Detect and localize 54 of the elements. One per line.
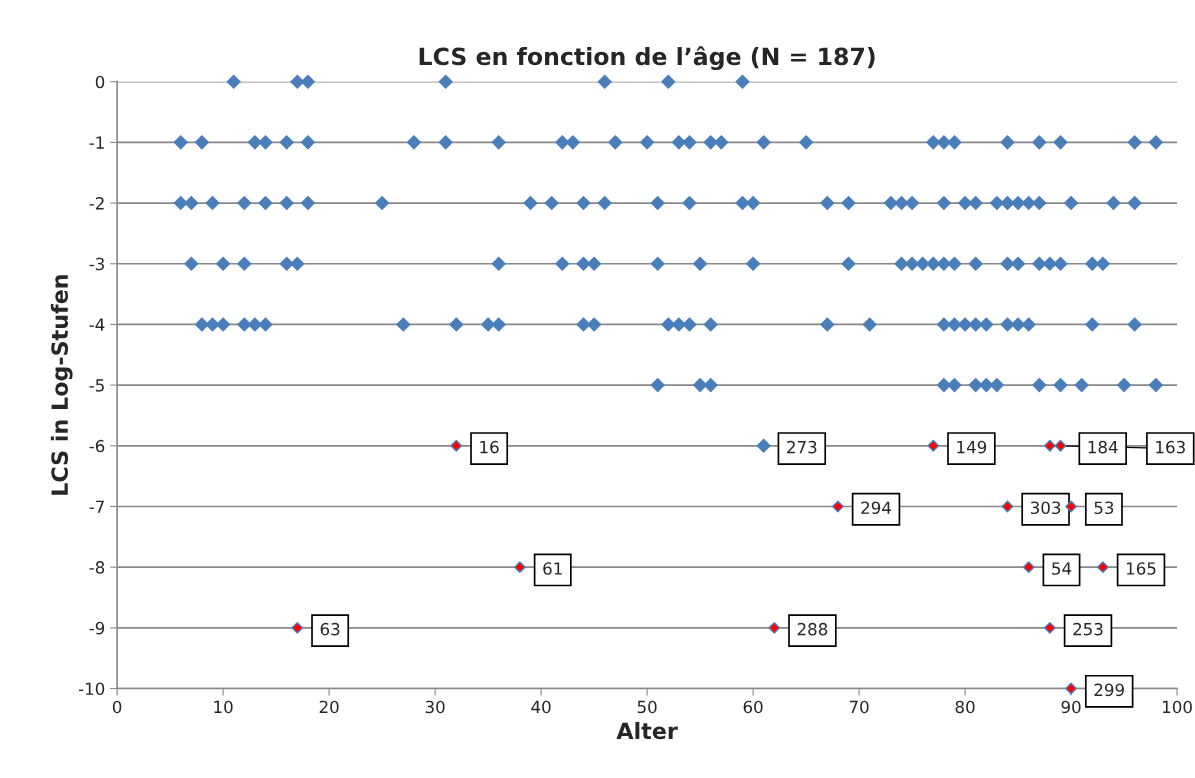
point [1065, 500, 1077, 513]
point [1022, 561, 1035, 574]
point [1043, 621, 1056, 634]
x-tick-label: 90 [1061, 700, 1081, 714]
y-tick-label: 0 [95, 75, 105, 89]
annotation: 53 [1094, 501, 1114, 515]
annotation: 16 [480, 440, 499, 454]
point [514, 561, 526, 574]
y-tick-label: -4 [89, 318, 105, 331]
annotation: 61 [543, 562, 562, 575]
y-tick-label: -10 [78, 682, 105, 696]
x-tick-label: 0 [112, 700, 122, 714]
point [1054, 439, 1067, 452]
annotation: 163 [1156, 440, 1185, 454]
annotation: 165 [1126, 562, 1156, 575]
point [768, 621, 781, 634]
y-tick-label: -8 [89, 561, 105, 574]
annotation: 294 [861, 501, 891, 515]
y-tick-label: -7 [89, 500, 104, 513]
point [291, 621, 304, 634]
annotation: 149 [957, 440, 987, 454]
x-tick-label: 50 [637, 700, 657, 714]
annotation: 299 [1094, 683, 1124, 697]
x-tick-label: 30 [425, 700, 445, 714]
point [1096, 561, 1109, 574]
y-tick-label: -3 [89, 257, 104, 271]
x-tick-label: 40 [531, 700, 551, 714]
y-axis-title: LCS in Log-Stufen [50, 275, 73, 495]
y-tick-label: -1 [89, 136, 104, 149]
point [927, 439, 940, 452]
x-tick-label: 100 [1163, 700, 1192, 714]
annotation: 273 [787, 440, 817, 454]
annotation: 184 [1088, 440, 1118, 454]
point [1001, 500, 1014, 513]
annotation: 63 [320, 622, 340, 636]
x-tick-label: 80 [955, 700, 975, 714]
y-tick-label: -6 [89, 439, 105, 453]
y-tick-label: -9 [89, 621, 105, 635]
x-tick-label: 70 [849, 700, 869, 714]
x-tick-label: 60 [743, 700, 763, 714]
point [1065, 682, 1077, 695]
x-tick-label: 20 [319, 700, 339, 714]
chart-title: LCS en fonction de l’âge (N = 187) [419, 46, 875, 71]
annotation: 253 [1073, 622, 1103, 636]
point [450, 439, 463, 452]
annotation: 303 [1030, 501, 1061, 515]
point [831, 500, 844, 513]
y-tick-label: -5 [89, 379, 104, 392]
x-axis-title: Alter [616, 722, 678, 740]
annotation: 288 [797, 622, 828, 636]
x-tick-label: 10 [214, 700, 233, 714]
y-tick-label: -2 [89, 197, 104, 210]
annotation: 54 [1052, 562, 1072, 575]
point [1043, 439, 1056, 452]
